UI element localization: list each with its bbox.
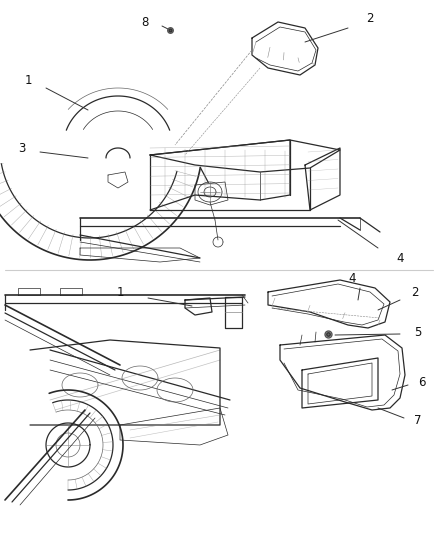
Text: 2: 2 — [411, 286, 419, 298]
Text: 3: 3 — [18, 141, 26, 155]
Text: 8: 8 — [141, 15, 148, 28]
Text: 1: 1 — [116, 286, 124, 298]
Text: 2: 2 — [366, 12, 374, 25]
Text: 5: 5 — [414, 326, 422, 338]
Text: 6: 6 — [418, 376, 426, 389]
Text: 1: 1 — [24, 74, 32, 86]
Text: 4: 4 — [396, 252, 404, 264]
Text: 4: 4 — [348, 271, 356, 285]
Text: 7: 7 — [414, 414, 422, 426]
